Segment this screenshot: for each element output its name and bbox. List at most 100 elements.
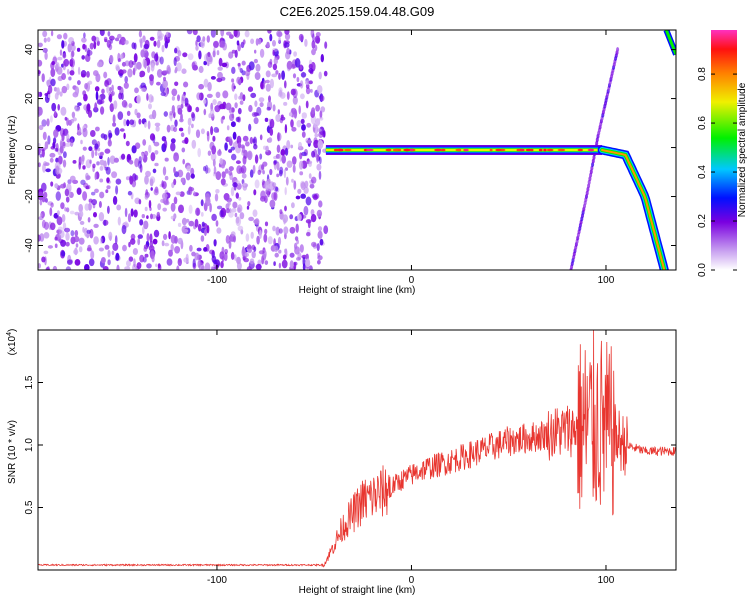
- heatmap-cell: [41, 219, 46, 229]
- heatmap-cell: [203, 99, 207, 104]
- heatmap-cell: [173, 166, 176, 174]
- heatmap-cell: [224, 142, 228, 151]
- heatmap-cell: [81, 37, 87, 43]
- heatmap-cell: [301, 124, 306, 131]
- heatmap-cell: [67, 259, 73, 266]
- colorbar-gradient: [711, 30, 737, 270]
- heatmap-cell: [284, 30, 290, 35]
- heatmap-cell: [102, 266, 109, 270]
- heatmap-cell: [231, 78, 235, 83]
- heatmap-cell: [249, 258, 255, 265]
- heatmap-cell: [251, 244, 256, 251]
- heatmap-cell: [267, 30, 272, 34]
- heatmap-cell: [215, 171, 222, 181]
- heatmap-cell: [317, 139, 324, 150]
- heatmap-cell: [228, 211, 234, 218]
- snr-ticks: -100 0 100 0.5 1.0 1.5: [24, 330, 676, 586]
- heatmap-cell: [664, 30, 676, 56]
- heatmap-cell: [119, 128, 125, 132]
- heatmap-cell: [89, 42, 94, 50]
- heatmap-cell: [129, 119, 135, 125]
- heatmap-cell: [226, 125, 230, 131]
- heatmap-cell: [84, 264, 90, 270]
- heatmap-cell: [117, 85, 122, 91]
- heatmap-cell: [106, 177, 110, 184]
- heatmap-cell: [115, 65, 120, 72]
- heatmap-cell: [113, 100, 118, 110]
- colorbar-tick-label: 0.4: [697, 165, 708, 179]
- heatmap-cell: [455, 148, 462, 152]
- heatmap-cell: [316, 85, 323, 94]
- heatmap-cell: [239, 212, 245, 220]
- heatmap-cell: [63, 151, 67, 159]
- heatmap-cell: [275, 186, 279, 192]
- heatmap-cell: [137, 238, 141, 246]
- heatmap-cell: [285, 167, 288, 171]
- heatmap-cell: [54, 147, 59, 152]
- heatmap-cell: [217, 71, 223, 79]
- heatmap-cell: [191, 123, 194, 129]
- heatmap-cell: [187, 117, 192, 126]
- heatmap-cell: [134, 158, 140, 168]
- heatmap-cell: [319, 238, 324, 246]
- heatmap-cell: [57, 155, 63, 165]
- heatmap-cell: [247, 150, 253, 161]
- svg-text:(x104): (x104): [6, 329, 18, 356]
- heatmap-cell: [272, 49, 275, 56]
- heatmap-cell: [51, 102, 57, 112]
- heatmap-cell: [221, 76, 226, 81]
- heatmap-cell: [94, 102, 98, 112]
- heatmap-cell: [139, 38, 143, 49]
- heatmap-cell: [70, 230, 75, 237]
- heatmap-cell: [64, 142, 71, 147]
- heatmap-cell: [168, 249, 173, 257]
- heatmap-cell: [221, 171, 226, 179]
- heatmap-cell: [232, 182, 238, 188]
- snr-scale-label: (x104): [6, 329, 18, 356]
- heatmap-cell: [210, 30, 216, 38]
- heatmap-cell: [111, 91, 115, 96]
- heatmap-cell: [155, 263, 158, 268]
- heatmap-cell: [134, 108, 138, 116]
- heatmap-cell: [272, 40, 276, 47]
- heatmap-cell: [74, 247, 78, 256]
- heatmap-cell: [311, 150, 316, 158]
- heatmap-cell: [58, 230, 65, 239]
- heatmap-cell: [143, 244, 149, 250]
- heatmap-cell: [75, 243, 79, 248]
- heatmap-cell: [297, 213, 302, 221]
- heatmap-cell: [217, 66, 223, 71]
- heatmap-cell: [188, 186, 193, 196]
- heatmap-cell: [203, 108, 207, 116]
- heatmap-cell: [228, 170, 233, 176]
- heatmap-cell: [300, 193, 307, 199]
- heatmap-cell: [95, 91, 99, 101]
- heatmap-cell: [128, 103, 133, 109]
- heatmap-cell: [525, 148, 532, 152]
- heatmap-cell: [91, 199, 97, 206]
- heatmap-cell: [101, 257, 106, 264]
- heatmap-cell: [171, 105, 175, 114]
- heatmap-cell: [81, 55, 85, 60]
- heatmap-cell: [206, 132, 210, 142]
- heatmap-cell: [200, 128, 205, 135]
- heatmap-cell: [57, 104, 60, 111]
- heatmap-cell: [146, 233, 150, 242]
- heatmap-cell: [286, 140, 291, 150]
- heatmap-cell: [38, 263, 41, 269]
- heatmap-cell: [100, 106, 105, 115]
- heatmap-cell: [76, 47, 81, 52]
- heatmap-cell: [69, 210, 75, 215]
- heatmap-cell: [516, 148, 521, 152]
- heatmap-cell: [50, 181, 54, 187]
- heatmap-cell: [74, 259, 81, 266]
- heatmap-cell: [68, 37, 75, 44]
- heatmap-cell: [303, 205, 309, 216]
- heatmap-cell: [258, 97, 265, 103]
- heatmap-cell: [55, 157, 59, 163]
- heatmap-cell: [410, 148, 414, 152]
- heatmap-cell: [286, 60, 293, 70]
- heatmap-cell: [182, 158, 185, 165]
- heatmap-cell: [257, 169, 262, 175]
- heatmap-cell: [169, 111, 173, 116]
